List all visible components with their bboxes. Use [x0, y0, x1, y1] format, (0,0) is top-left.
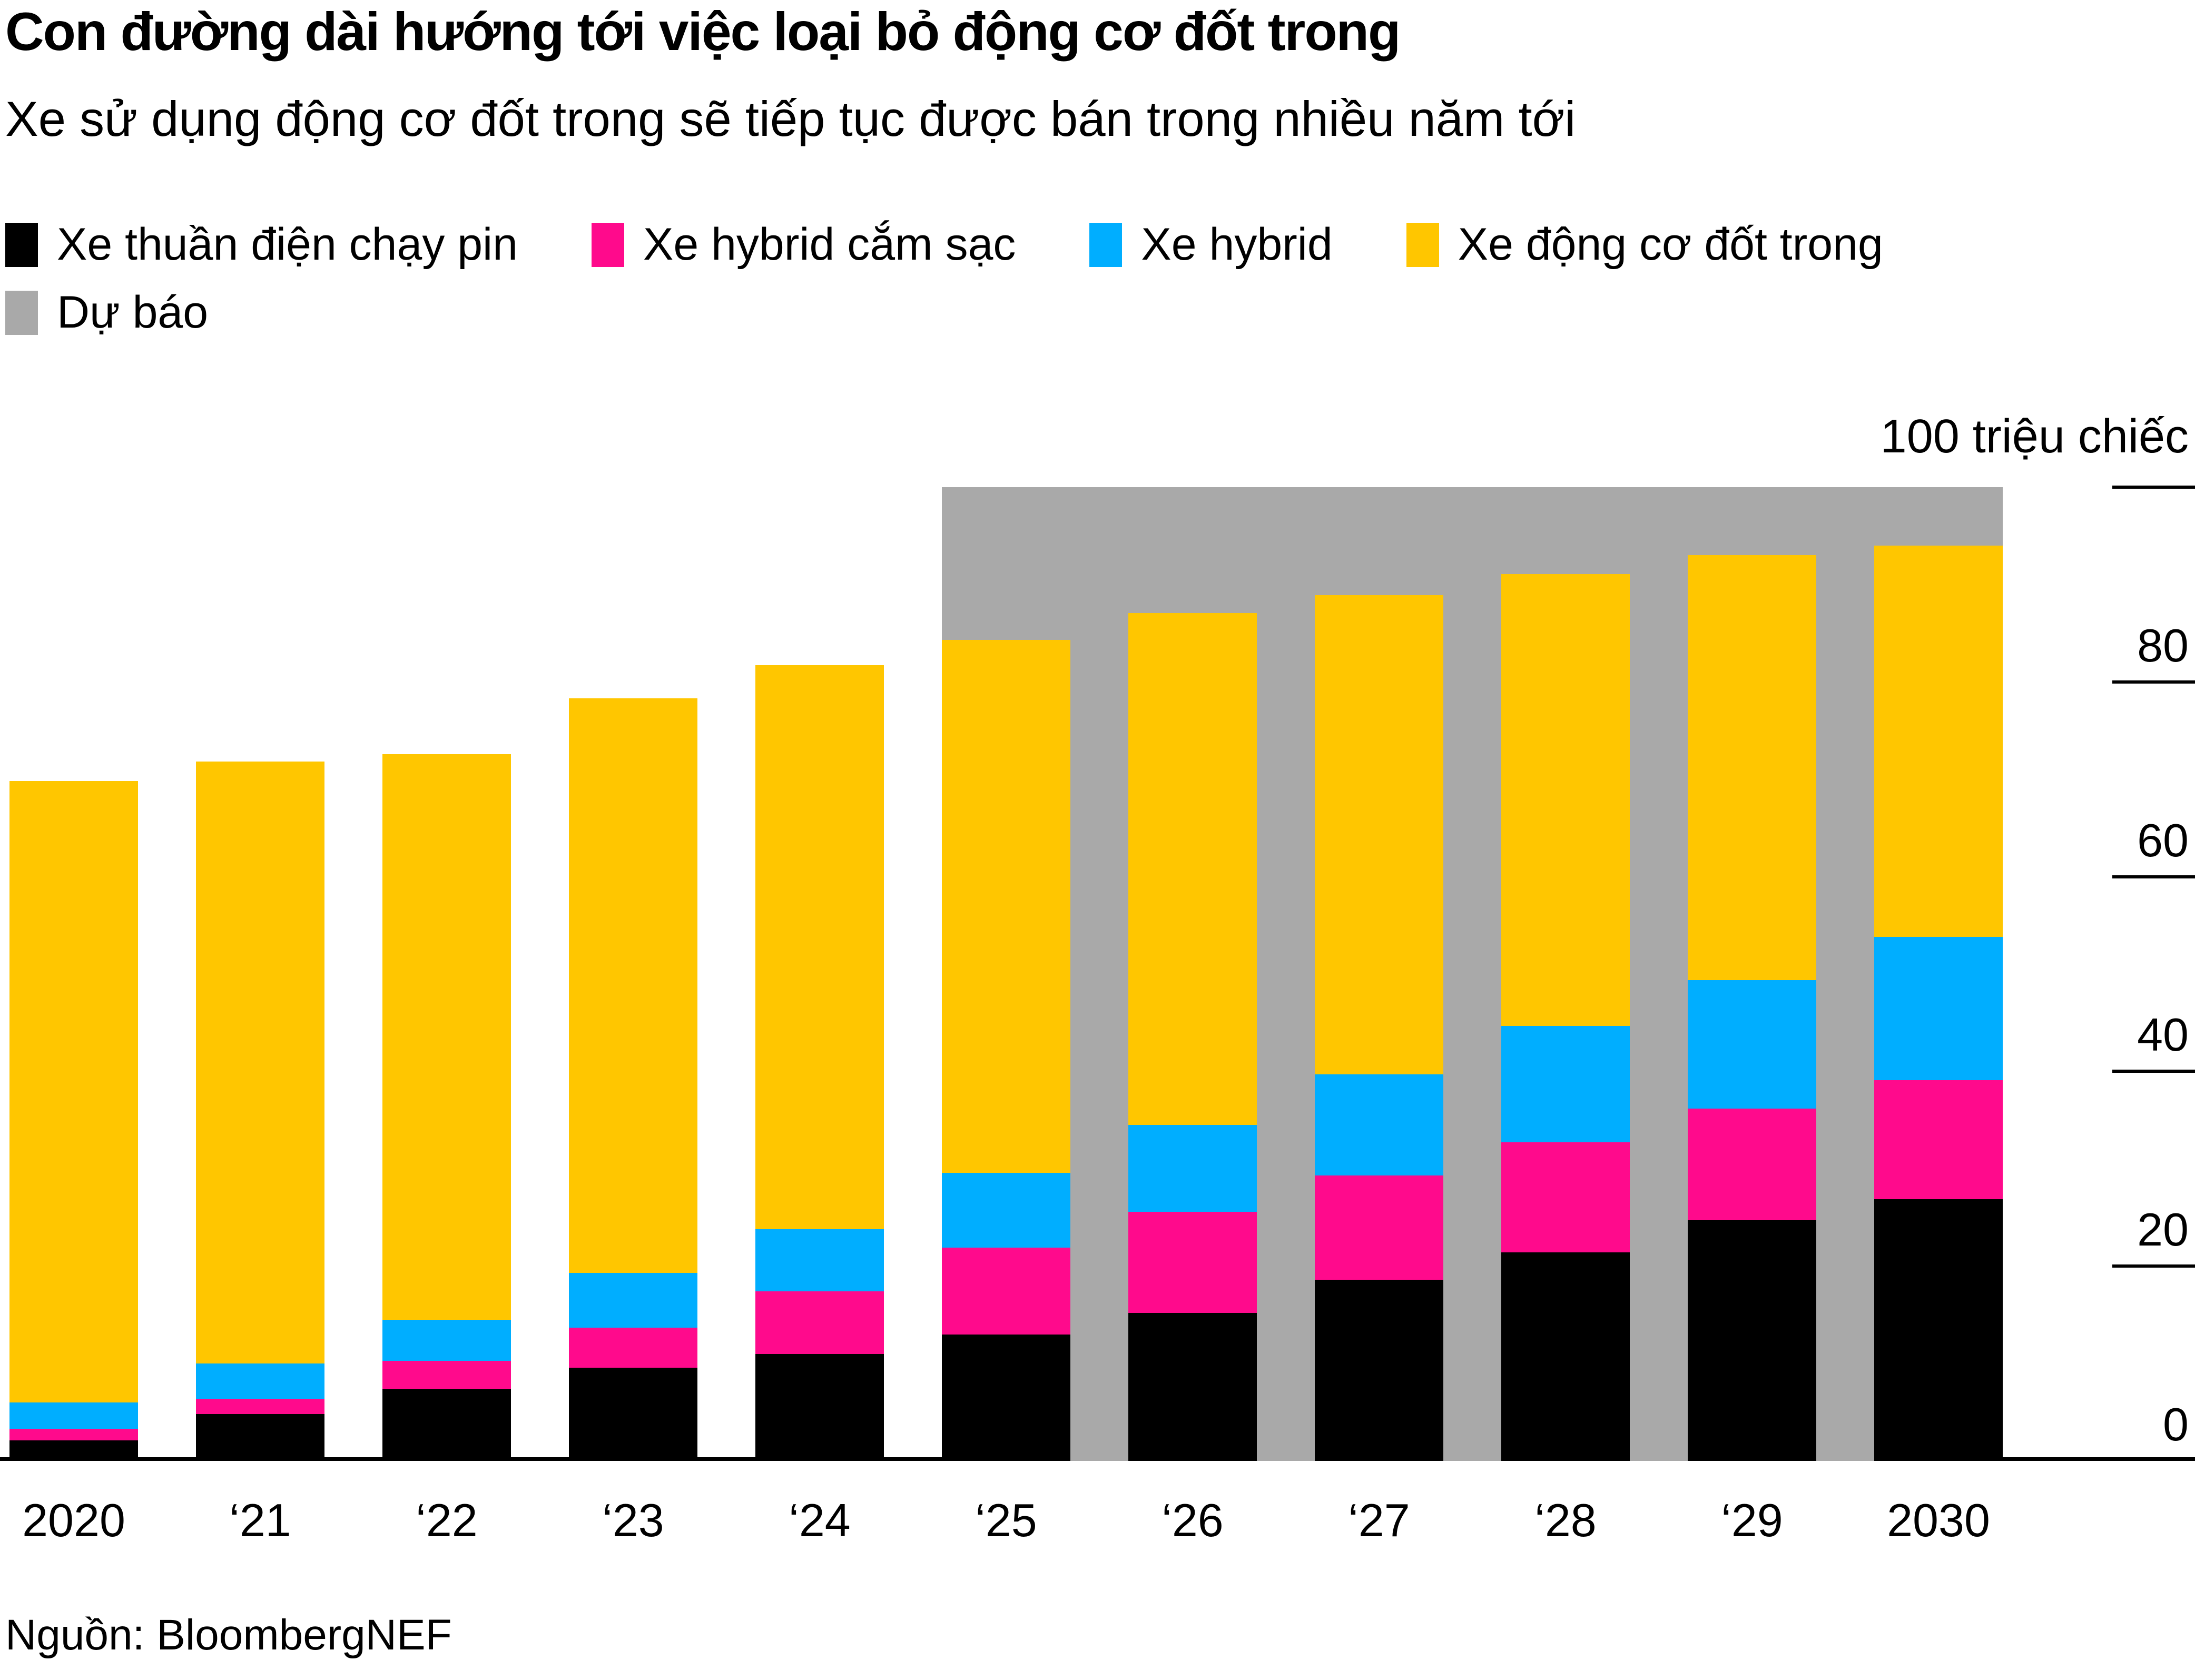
bar-segment-hev-‘22: [382, 1319, 511, 1361]
bar-segment-bev-2030: [1874, 1199, 2003, 1461]
y-tick-line-60: [2112, 875, 2195, 878]
bar-segment-hev-2030: [1874, 937, 2003, 1081]
bar-segment-ice-‘24: [755, 665, 884, 1229]
bar-segment-bev-‘24: [755, 1353, 884, 1461]
bar-segment-ice-‘29: [1688, 555, 1816, 980]
bar-segment-hev-‘28: [1501, 1025, 1630, 1143]
x-label-24: ‘24: [789, 1494, 851, 1546]
x-label-23: ‘23: [602, 1494, 664, 1546]
bar-segment-bev-‘22: [382, 1389, 511, 1461]
bar-segment-bev-‘29: [1688, 1220, 1816, 1461]
page-title: Con đường dài hướng tới việc loại bỏ độn…: [5, 2, 1401, 62]
y-tick-line-80: [2112, 680, 2195, 684]
bar-segment-hev-2020: [9, 1402, 138, 1429]
bar-segment-phev-‘28: [1501, 1142, 1630, 1253]
x-label-25: ‘25: [975, 1494, 1037, 1546]
x-label-26: ‘26: [1162, 1494, 1224, 1546]
legend-row: Xe thuần điện chạy pin Xe hybrid cắm sạc X…: [5, 219, 1883, 271]
bar-segment-ice-‘21: [196, 762, 324, 1364]
legend-swatch-ice: [1406, 222, 1439, 267]
source-note: Nguồn: BloombergNEF: [5, 1611, 452, 1659]
page-subtitle: Xe sử dụng động cơ đốt trong sẽ tiếp tục…: [5, 91, 1576, 146]
bar-segment-bev-‘27: [1315, 1280, 1443, 1461]
bar-segment-phev-‘29: [1688, 1108, 1816, 1221]
legend: Xe thuần điện chạy pin Xe hybrid cắm sạc X…: [5, 219, 1883, 339]
bar-segment-hev-‘27: [1315, 1074, 1443, 1176]
bar-segment-ice-‘28: [1501, 574, 1630, 1026]
bar-segment-ice-‘25: [942, 640, 1070, 1173]
bar-segment-phev-2030: [1874, 1080, 2003, 1199]
bar-segment-hev-‘23: [569, 1273, 697, 1328]
bar-segment-phev-‘25: [942, 1248, 1070, 1335]
bar-segment-bev-‘21: [196, 1414, 324, 1461]
bar-segment-phev-2020: [9, 1428, 138, 1441]
y-tick-line-20: [2112, 1264, 2195, 1268]
bar-segment-phev-‘26: [1128, 1211, 1257, 1313]
legend-label-ice: Xe động cơ đốt trong: [1458, 219, 1883, 270]
plot-area: 80 60 40 20 0: [0, 486, 2195, 1461]
x-label-28: ‘28: [1534, 1494, 1597, 1546]
bar-segment-bev-‘28: [1501, 1252, 1630, 1461]
y-axis-unit-label: 100 triệu chiếc: [1880, 410, 2189, 463]
bar-segment-hev-‘21: [196, 1363, 324, 1399]
bar-segment-bev-‘25: [942, 1334, 1070, 1461]
y-tick-label-20: 20: [2137, 1203, 2189, 1256]
bar-segment-bev-‘26: [1128, 1312, 1257, 1461]
bar-segment-phev-‘27: [1315, 1175, 1443, 1280]
legend-item-forecast: Dự báo: [5, 286, 208, 339]
legend-label-phev: Xe hybrid cắm sạc: [643, 219, 1016, 270]
legend-row: Dự báo: [5, 286, 1883, 339]
forecast-band: [942, 487, 2003, 1461]
y-tick-label-60: 60: [2137, 814, 2189, 866]
bar-segment-ice-2020: [9, 781, 138, 1403]
x-label-2030: 2030: [1887, 1494, 1990, 1546]
bar-segment-ice-‘23: [569, 698, 697, 1273]
y-tick-label-40: 40: [2137, 1009, 2189, 1061]
legend-item-phev: Xe hybrid cắm sạc: [592, 219, 1016, 271]
bar-segment-hev-‘26: [1128, 1125, 1257, 1212]
x-label-27: ‘27: [1348, 1494, 1410, 1546]
x-label-29: ‘29: [1721, 1494, 1783, 1546]
y-tick-line-40: [2112, 1070, 2195, 1073]
legend-swatch-bev: [5, 222, 38, 267]
y-tick-line-100: [2112, 486, 2195, 489]
bar-segment-ice-2030: [1874, 545, 2003, 937]
bar-segment-bev-2020: [9, 1440, 138, 1461]
legend-swatch-forecast: [5, 290, 38, 335]
legend-item-bev: Xe thuần điện chạy pin: [5, 219, 518, 271]
legend-label-bev: Xe thuần điện chạy pin: [57, 219, 518, 270]
x-label-21: ‘21: [229, 1494, 291, 1546]
bar-segment-bev-‘23: [569, 1367, 697, 1461]
legend-swatch-phev: [592, 222, 624, 267]
bar-segment-ice-‘22: [382, 754, 511, 1320]
y-tick-label-80: 80: [2137, 619, 2189, 671]
x-label-22: ‘22: [416, 1494, 478, 1546]
bar-segment-phev-‘22: [382, 1360, 511, 1389]
bar-segment-phev-‘21: [196, 1398, 324, 1415]
y-tick-label-0: 0: [2163, 1398, 2189, 1450]
bar-segment-hev-‘24: [755, 1229, 884, 1292]
x-axis-labels: 2020 ‘21 ‘22 ‘23 ‘24 ‘25 ‘26 ‘27 ‘28 ‘29 2030: [0, 1494, 2195, 1551]
x-label-2020: 2020: [22, 1494, 125, 1546]
bar-segment-ice-‘27: [1315, 595, 1443, 1074]
bar-segment-phev-‘23: [569, 1327, 697, 1368]
legend-swatch-hev: [1089, 222, 1123, 267]
bar-segment-hev-‘25: [942, 1172, 1070, 1248]
legend-label-forecast: Dự báo: [57, 287, 209, 338]
legend-label-hev: Xe hybrid: [1141, 219, 1333, 270]
bar-segment-phev-‘24: [755, 1291, 884, 1354]
legend-item-hev: Xe hybrid: [1089, 219, 1333, 271]
legend-item-ice: Xe động cơ đốt trong: [1406, 219, 1883, 271]
bar-segment-ice-‘26: [1128, 612, 1257, 1125]
bar-segment-hev-‘29: [1688, 980, 1816, 1109]
